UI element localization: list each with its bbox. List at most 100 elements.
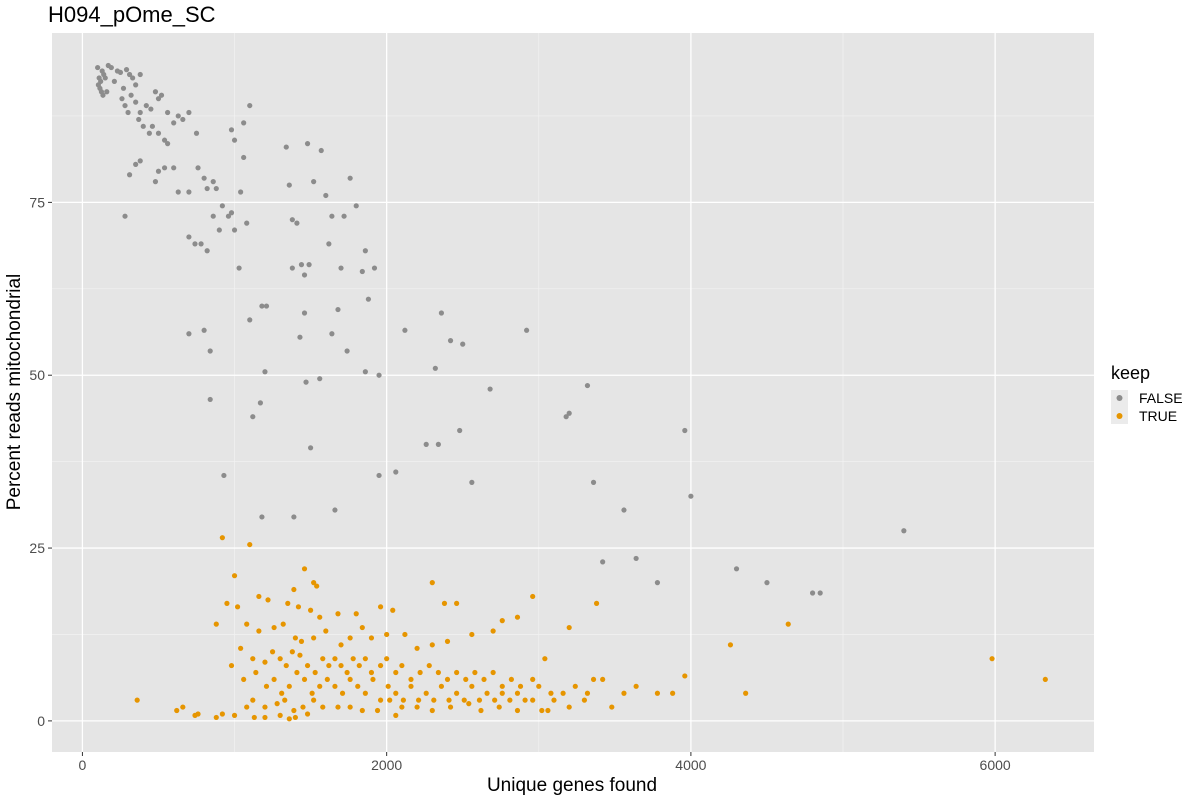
scatter-point-false (335, 306, 341, 313)
scatter-point-true (292, 714, 298, 721)
scatter-point-true (335, 704, 341, 710)
scatter-point-true (353, 611, 359, 617)
scatter-point-false (326, 241, 332, 247)
scatter-point-true (279, 690, 285, 696)
scatter-point-false (133, 99, 139, 105)
scatter-point-true (332, 656, 338, 662)
scatter-point-true (539, 707, 545, 714)
series-true (134, 535, 1048, 722)
scatter-point-false (228, 210, 235, 216)
scatter-point-false (221, 472, 227, 479)
scatter-point-false (128, 92, 134, 98)
scatter-point-true (530, 593, 536, 600)
scatter-point-false (204, 185, 210, 192)
x-tick-label: 2000 (371, 757, 402, 773)
scatter-point-true (593, 600, 600, 606)
scatter-point-false (133, 82, 139, 88)
scatter-point-true (438, 683, 445, 689)
minor-gridlines (52, 33, 1094, 752)
scatter-point-false (175, 113, 181, 119)
scatter-point-true (1042, 676, 1048, 683)
scatter-point-true (399, 662, 405, 669)
scatter-point-false (654, 580, 661, 586)
scatter-point-true (286, 716, 292, 722)
scatter-point-true (654, 690, 661, 696)
scatter-point-true (224, 600, 230, 606)
scatter-point-true (377, 697, 384, 703)
scatter-point-true (522, 697, 528, 703)
scatter-point-true (368, 635, 375, 641)
legend-key-false (1116, 395, 1123, 401)
scatter-point-false (198, 241, 204, 247)
scatter-point-true (633, 683, 639, 689)
scatter-point-true (670, 690, 676, 696)
scatter-point-false (438, 310, 445, 316)
scatter-point-false (204, 248, 210, 254)
scatter-point-false (133, 161, 139, 167)
scatter-point-false (307, 445, 314, 451)
scatter-point-true (219, 535, 225, 541)
scatter-point-false (347, 175, 353, 181)
scatter-point-true (785, 621, 791, 627)
scatter-point-false (435, 441, 441, 447)
scatter-point-true (490, 628, 496, 634)
scatter-point-true (484, 690, 490, 696)
scatter-point-true (304, 662, 311, 669)
legend-key-background (1111, 390, 1128, 424)
scatter-point-false (423, 441, 429, 447)
scatter-point-true (320, 656, 326, 662)
scatter-point-true (292, 635, 298, 641)
scatter-point-true (347, 704, 353, 710)
scatter-point-false (152, 89, 159, 95)
scatter-point-false (137, 158, 143, 164)
scatter-point-false (359, 268, 365, 275)
scatter-point-true (295, 604, 302, 610)
y-axis-ticks: 0 25 50 75 (29, 194, 52, 729)
scatter-point-false (201, 327, 207, 333)
scatter-point-true (492, 697, 498, 703)
scatter-point-true (429, 707, 435, 714)
scatter-point-true (743, 690, 749, 696)
scatter-point-true (560, 690, 566, 696)
scatter-point-true (307, 607, 314, 613)
scatter-point-true (463, 676, 469, 683)
scatter-point-true (265, 597, 271, 603)
scatter-point-false (259, 514, 265, 520)
scatter-point-true (359, 707, 365, 714)
scatter-point-false (460, 341, 466, 347)
scatter-point-true (317, 683, 323, 689)
scatter-point-true (551, 697, 557, 703)
scatter-point-true (304, 711, 311, 717)
scatter-point-true (300, 704, 306, 710)
scatter-point-true (377, 604, 384, 610)
scatter-point-true (393, 712, 399, 718)
scatter-point-true (461, 697, 467, 703)
chart-title: H094_pOme_SC (48, 2, 216, 27)
scatter-point-true (213, 714, 219, 721)
scatter-point-false (171, 120, 177, 126)
scatter-point-true (262, 714, 268, 721)
scatter-point-true (496, 704, 502, 710)
scatter-point-false (306, 262, 312, 268)
scatter-point-true (387, 697, 393, 703)
scatter-point-false (122, 213, 128, 219)
scatter-point-true (408, 683, 414, 689)
scatter-point-false (469, 479, 475, 485)
scatter-point-true (478, 707, 484, 714)
scatter-point-true (476, 697, 483, 703)
legend-label-false: FALSE (1139, 390, 1183, 406)
scatter-point-false (126, 172, 133, 178)
scatter-point-false (259, 303, 265, 309)
scatter-point-true (347, 676, 353, 683)
scatter-point-true (609, 704, 615, 710)
scatter-point-true (289, 649, 295, 655)
scatter-point-true (286, 683, 292, 689)
scatter-point-true (384, 656, 390, 662)
scatter-point-true (499, 690, 505, 696)
scatter-point-true (134, 697, 140, 703)
scatter-point-true (338, 662, 344, 669)
scatter-point-true (600, 676, 606, 683)
scatter-point-false (291, 514, 297, 520)
scatter-point-false (263, 303, 270, 309)
